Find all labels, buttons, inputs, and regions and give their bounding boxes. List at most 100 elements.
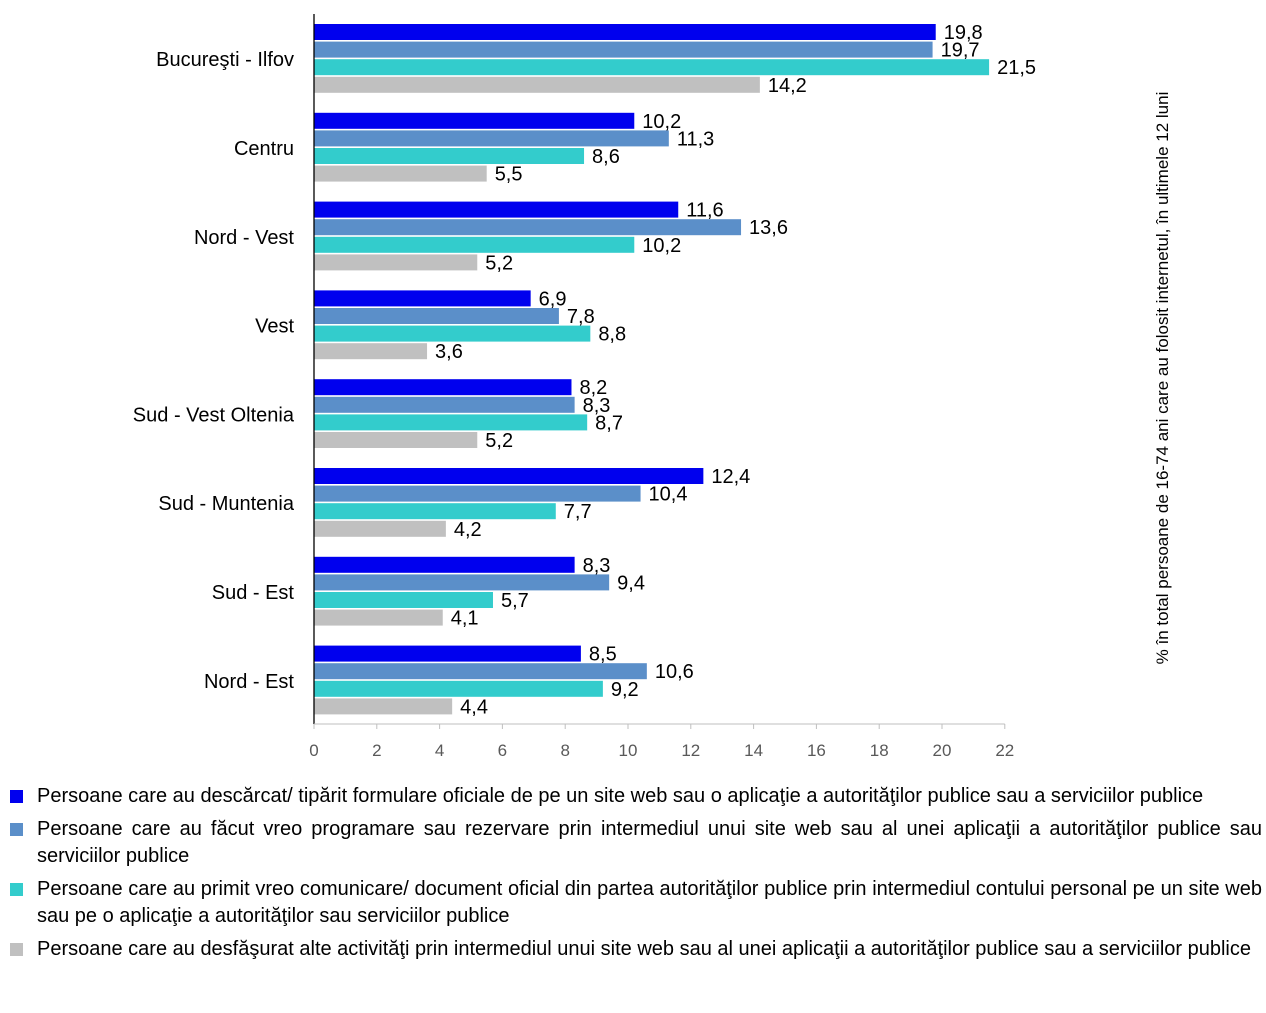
bar-s4-8 — [314, 698, 453, 715]
x-tick-label: 8 — [560, 741, 569, 760]
bar-s1-8 — [314, 645, 581, 662]
data-label: 19,8 — [944, 22, 983, 44]
data-label: 6,9 — [539, 288, 567, 310]
bar-s2-6 — [314, 485, 641, 502]
bar-s4-7 — [314, 609, 443, 626]
bar-s1-3 — [314, 201, 679, 218]
data-label: 9,4 — [617, 572, 645, 594]
bar-chart: 19,819,721,514,210,211,38,65,511,613,610… — [133, 14, 1172, 760]
legend-item: Persoane care au desfăşurat alte activit… — [10, 936, 1262, 963]
category-label: Sud - Est — [212, 582, 295, 604]
legend-swatch — [10, 790, 23, 803]
data-label: 11,6 — [686, 200, 723, 222]
bar-s2-8 — [314, 663, 647, 680]
x-tick-label: 12 — [681, 741, 700, 760]
x-tick-label: 10 — [619, 741, 638, 760]
data-label: 8,8 — [598, 324, 626, 346]
category-label: Nord - Vest — [194, 227, 294, 249]
y-axis-title: % în total persoane de 16-74 ani care au… — [1153, 92, 1172, 665]
bar-s3-2 — [314, 148, 585, 164]
bar-s4-2 — [314, 165, 487, 182]
x-tick-label: 20 — [933, 741, 952, 760]
legend-item: Persoane care au făcut vreo programare s… — [10, 816, 1262, 870]
data-label: 5,2 — [485, 430, 513, 452]
category-label: Sud - Vest Oltenia — [133, 404, 295, 426]
bar-s1-6 — [314, 468, 704, 484]
data-label: 5,2 — [485, 252, 513, 274]
data-label: 4,1 — [451, 608, 479, 630]
x-tick-label: 14 — [744, 741, 763, 760]
data-label: 12,4 — [711, 466, 750, 488]
category-label: Sud - Muntenia — [158, 493, 295, 515]
data-label: 10,2 — [642, 235, 681, 257]
bar-s3-1 — [314, 59, 990, 76]
bar-s1-5 — [314, 379, 572, 396]
data-label: 8,2 — [579, 377, 607, 399]
legend-swatch — [10, 823, 23, 836]
bar-s2-3 — [314, 219, 742, 236]
data-label: 7,8 — [567, 306, 595, 328]
data-labels-layer: 19,819,721,514,210,211,38,65,511,613,610… — [435, 22, 1036, 718]
data-label: 8,7 — [595, 412, 623, 434]
data-label: 5,5 — [495, 164, 523, 186]
x-tick-label: 16 — [807, 741, 826, 760]
bar-s1-1 — [314, 24, 936, 40]
x-tick-label: 4 — [435, 741, 444, 760]
legend-item: Persoane care au descărcat/ tipărit form… — [10, 783, 1262, 810]
data-label: 5,7 — [501, 590, 529, 612]
bar-s4-1 — [314, 76, 760, 93]
bar-s3-5 — [314, 414, 588, 431]
bar-s1-2 — [314, 112, 635, 129]
bar-s3-4 — [314, 325, 591, 342]
legend-swatch — [10, 943, 23, 956]
data-label: 10,6 — [655, 661, 694, 683]
category-label: Vest — [255, 316, 294, 338]
data-label: 3,6 — [435, 341, 463, 363]
data-label: 8,5 — [589, 644, 617, 666]
bar-s3-7 — [314, 592, 493, 608]
category-label: Centru — [234, 138, 294, 160]
x-tick-label: 18 — [870, 741, 889, 760]
bar-s1-4 — [314, 290, 531, 307]
bar-s1-7 — [314, 556, 575, 573]
data-label: 4,2 — [454, 519, 482, 541]
bar-s2-2 — [314, 130, 669, 147]
data-label: 14,2 — [768, 75, 807, 97]
data-label: 8,6 — [592, 146, 620, 168]
data-label: 10,2 — [642, 111, 681, 133]
bar-s2-7 — [314, 574, 610, 591]
legend-label: Persoane care au făcut vreo programare s… — [37, 818, 1262, 867]
data-label: 21,5 — [997, 57, 1036, 79]
data-label: 11,3 — [677, 128, 714, 150]
data-label: 9,2 — [611, 679, 639, 701]
x-tick-label: 22 — [995, 741, 1014, 760]
axes-layer: Bucureşti - Ilfov Centru Nord - Vest Vest Su… — [133, 14, 1014, 760]
legend-label: Persoane care au desfăşurat alte activit… — [37, 938, 1251, 960]
data-label: 7,7 — [564, 501, 592, 523]
bar-s3-3 — [314, 236, 635, 253]
data-label: 8,3 — [583, 555, 611, 577]
bar-s4-6 — [314, 520, 446, 537]
bar-s2-5 — [314, 396, 575, 413]
bar-s4-5 — [314, 432, 478, 448]
data-label: 4,4 — [460, 696, 488, 718]
bar-s4-4 — [314, 343, 428, 360]
x-tick-label: 0 — [309, 741, 318, 760]
bar-s4-3 — [314, 254, 478, 271]
bar-s3-6 — [314, 503, 556, 520]
bar-s2-4 — [314, 308, 559, 324]
data-label: 19,7 — [941, 40, 980, 62]
legend-label: Persoane care au primit vreo comunicare/… — [37, 878, 1262, 927]
bar-s3-8 — [314, 680, 603, 697]
legend-item: Persoane care au primit vreo comunicare/… — [10, 876, 1262, 930]
legend-swatch — [10, 883, 23, 896]
legend-label: Persoane care au descărcat/ tipărit form… — [37, 785, 1204, 807]
bar-s2-1 — [314, 41, 933, 58]
bars-layer — [314, 24, 990, 715]
category-label: Nord - Est — [204, 671, 294, 693]
legend: Persoane care au descărcat/ tipărit form… — [10, 783, 1262, 969]
x-tick-label: 6 — [498, 741, 507, 760]
x-tick-label: 2 — [372, 741, 381, 760]
category-label: Bucureşti - Ilfov — [156, 49, 294, 71]
data-label: 13,6 — [749, 217, 788, 239]
